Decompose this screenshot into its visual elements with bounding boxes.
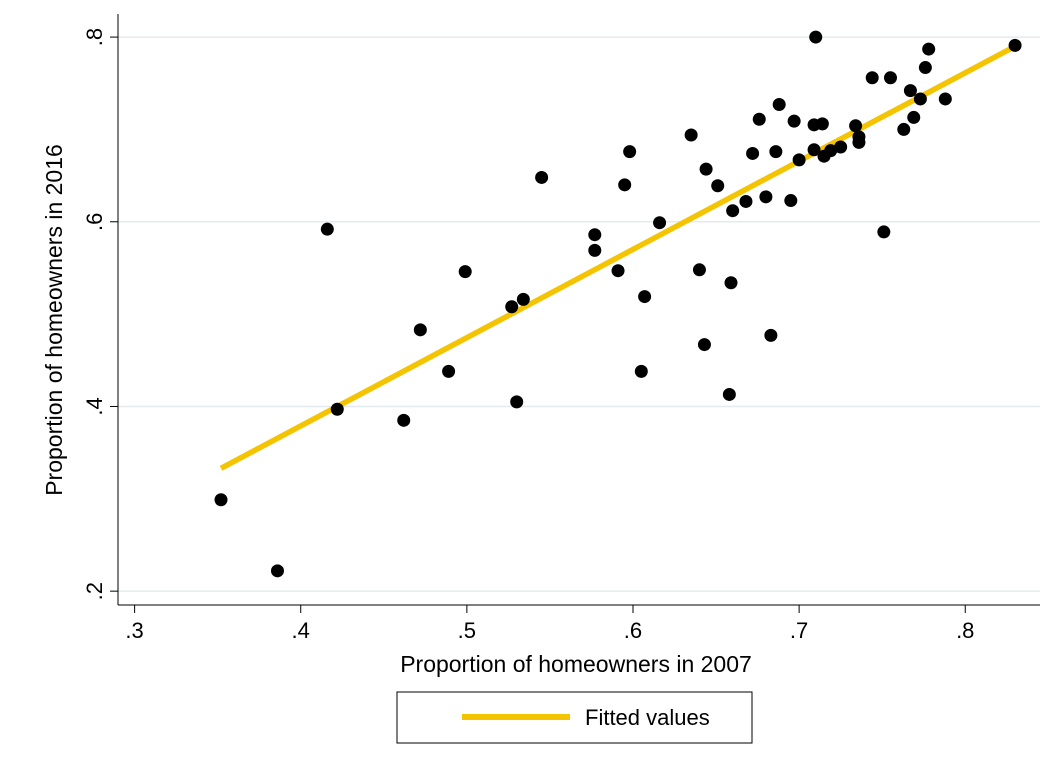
x-tick-label: .3 — [125, 618, 143, 643]
x-tick-label: .7 — [790, 618, 808, 643]
data-point — [877, 225, 891, 239]
data-point — [699, 162, 713, 176]
data-point — [722, 387, 736, 401]
data-point — [922, 42, 936, 56]
data-point — [739, 194, 753, 208]
data-point — [834, 140, 848, 154]
data-point — [442, 364, 456, 378]
data-point — [711, 179, 725, 193]
x-tick-label: .8 — [956, 618, 974, 643]
data-point — [724, 276, 738, 290]
data-point — [320, 222, 334, 236]
data-point — [697, 338, 711, 352]
tick-labels: .3 .4 .5 .6 .7 .8 .2 .4 .6 .8 — [82, 28, 974, 643]
data-point — [769, 145, 783, 159]
data-point — [505, 300, 519, 314]
legend-box — [396, 691, 753, 744]
data-point — [787, 114, 801, 128]
data-point — [397, 413, 411, 427]
fit-line-layer — [219, 43, 1017, 471]
grid-lines — [118, 36, 1040, 592]
legend: Fitted values — [396, 691, 753, 744]
data-point — [623, 145, 637, 159]
y-tick-label: .8 — [82, 28, 107, 46]
y-tick-label: .2 — [82, 582, 107, 600]
x-tick-label: .5 — [458, 618, 476, 643]
y-tick-label: .6 — [82, 213, 107, 231]
data-point — [653, 216, 667, 230]
data-point — [588, 228, 602, 242]
data-point — [759, 190, 773, 204]
data-point — [865, 71, 879, 85]
data-point — [918, 61, 932, 75]
data-point — [809, 30, 823, 44]
data-point — [746, 146, 760, 160]
data-point — [849, 119, 863, 133]
data-point — [588, 243, 602, 257]
axes — [110, 14, 1040, 613]
data-point — [807, 143, 821, 157]
data-point — [784, 194, 798, 208]
data-point — [903, 84, 917, 98]
data-point — [772, 97, 786, 111]
data-point — [618, 178, 632, 192]
x-axis-title: Proportion of homeowners in 2007 — [400, 651, 752, 677]
data-points — [214, 30, 1022, 578]
data-point — [913, 92, 927, 106]
data-point — [330, 402, 344, 416]
data-point — [792, 153, 806, 167]
data-point — [764, 328, 778, 342]
data-point — [684, 128, 698, 142]
data-point — [270, 564, 284, 578]
data-point — [413, 323, 427, 337]
data-point — [907, 110, 921, 124]
data-point — [638, 290, 652, 304]
data-point — [214, 493, 228, 507]
x-tick-label: .4 — [292, 618, 310, 643]
data-point — [611, 264, 625, 278]
data-point — [897, 122, 911, 136]
data-point — [852, 130, 866, 144]
x-tick-label: .6 — [624, 618, 642, 643]
fitted-values-line — [219, 43, 1017, 471]
data-point — [516, 292, 530, 306]
data-point — [752, 112, 766, 126]
data-point — [634, 364, 648, 378]
data-point — [535, 170, 549, 184]
data-point — [815, 117, 829, 131]
data-point — [938, 92, 952, 106]
data-point — [458, 265, 472, 279]
data-point — [1008, 38, 1022, 52]
data-point — [692, 263, 706, 277]
data-point — [824, 144, 838, 158]
y-axis-title: Proportion of homeowners in 2016 — [41, 144, 67, 496]
y-tick-label: .4 — [82, 397, 107, 415]
data-point — [883, 71, 897, 85]
data-point — [510, 395, 524, 409]
data-point — [726, 204, 740, 218]
legend-label-fitted-values: Fitted values — [585, 705, 710, 730]
